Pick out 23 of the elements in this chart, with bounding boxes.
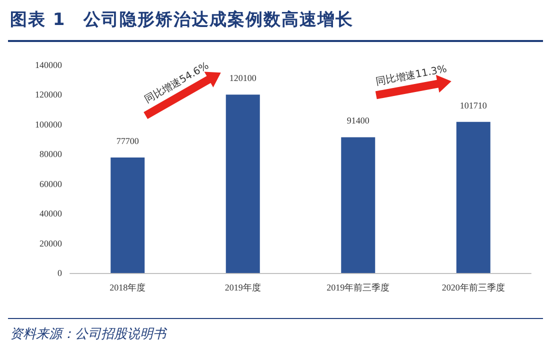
y-tick-label: 40000 bbox=[40, 208, 62, 219]
chart-title: 图表 1 公司隐形矫治达成案例数高速增长 bbox=[10, 9, 354, 31]
bar bbox=[456, 122, 490, 273]
bar bbox=[226, 94, 260, 273]
annotation: 同比增速11.3% bbox=[374, 62, 448, 88]
text: 资料来源：公司招股说明书 bbox=[10, 326, 166, 343]
x-tick-label: 2020年前三季度 bbox=[442, 282, 505, 292]
bar bbox=[341, 137, 376, 273]
y-tick-label: 60000 bbox=[40, 178, 62, 189]
data-label: 120100 bbox=[229, 73, 257, 84]
data-label: 101710 bbox=[460, 100, 488, 110]
data-label: 91400 bbox=[346, 116, 370, 126]
x-tick-label: 2018年度 bbox=[110, 282, 146, 292]
y-tick-label: 20000 bbox=[40, 238, 62, 248]
y-tick-label: 140000 bbox=[35, 60, 62, 70]
y-tick-label: 100000 bbox=[35, 119, 62, 130]
bar bbox=[110, 158, 145, 273]
x-tick-label: 2019年度 bbox=[224, 282, 261, 292]
data-label: 77700 bbox=[116, 136, 140, 146]
y-tick-label: 80000 bbox=[40, 149, 62, 160]
y-tick-label: 120000 bbox=[35, 90, 62, 100]
y-tick-label: 0 bbox=[58, 268, 62, 278]
x-tick-label: 2019年前三季度 bbox=[326, 282, 390, 292]
